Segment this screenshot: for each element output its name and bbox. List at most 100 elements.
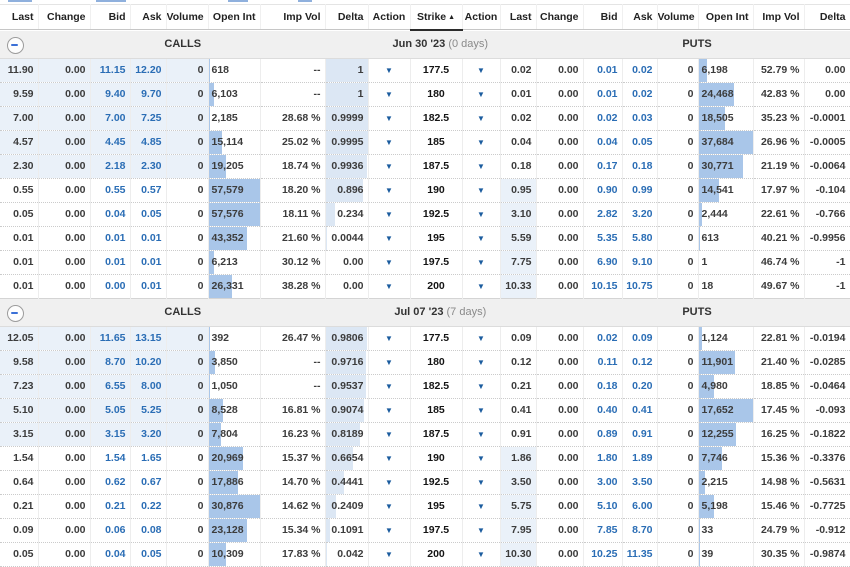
call-ask-cell[interactable]: 0.05 [130,202,166,226]
column-header-bid[interactable]: Bid [90,5,130,30]
put-ask-cell[interactable]: 0.99 [622,178,657,202]
action-dropdown-icon[interactable]: ▼ [385,162,393,171]
column-header-mid-strike[interactable]: Strike▲ [410,5,462,30]
call-action-cell[interactable]: ▼ [368,226,410,250]
action-dropdown-icon[interactable]: ▼ [477,90,485,99]
action-dropdown-icon[interactable]: ▼ [385,138,393,147]
call-bid-cell[interactable]: 0.01 [90,226,130,250]
action-dropdown-icon[interactable]: ▼ [477,526,485,535]
put-action-cell[interactable]: ▼ [462,202,500,226]
action-dropdown-icon[interactable]: ▼ [385,334,393,343]
call-bid-cell[interactable]: 8.70 [90,350,130,374]
action-dropdown-icon[interactable]: ▼ [477,382,485,391]
call-action-cell[interactable]: ▼ [368,58,410,82]
put-bid-cell[interactable]: 0.17 [583,154,622,178]
put-bid-cell[interactable]: 0.11 [583,350,622,374]
put-bid-cell[interactable]: 1.80 [583,446,622,470]
collapse-section-button[interactable] [7,305,24,322]
call-ask-cell[interactable]: 9.70 [130,82,166,106]
column-header-put-bid[interactable]: Bid [583,5,622,30]
call-action-cell[interactable]: ▼ [368,542,410,566]
put-action-cell[interactable]: ▼ [462,326,500,350]
action-dropdown-icon[interactable]: ▼ [385,210,393,219]
put-ask-cell[interactable]: 3.20 [622,202,657,226]
put-ask-cell[interactable]: 0.02 [622,82,657,106]
call-action-cell[interactable]: ▼ [368,154,410,178]
action-dropdown-icon[interactable]: ▼ [385,526,393,535]
action-dropdown-icon[interactable]: ▼ [477,358,485,367]
call-ask-cell[interactable]: 0.08 [130,518,166,542]
action-dropdown-icon[interactable]: ▼ [477,258,485,267]
call-bid-cell[interactable]: 0.62 [90,470,130,494]
put-ask-cell[interactable]: 9.10 [622,250,657,274]
put-action-cell[interactable]: ▼ [462,422,500,446]
action-dropdown-icon[interactable]: ▼ [385,234,393,243]
call-bid-cell[interactable]: 9.40 [90,82,130,106]
action-dropdown-icon[interactable]: ▼ [477,406,485,415]
put-action-cell[interactable]: ▼ [462,518,500,542]
action-dropdown-icon[interactable]: ▼ [477,114,485,123]
call-ask-cell[interactable]: 8.00 [130,374,166,398]
call-bid-cell[interactable]: 7.00 [90,106,130,130]
column-header-put-open-int[interactable]: Open Int [698,5,753,30]
put-ask-cell[interactable]: 0.09 [622,326,657,350]
call-ask-cell[interactable]: 7.25 [130,106,166,130]
call-bid-cell[interactable]: 0.04 [90,542,130,566]
call-bid-cell[interactable]: 2.18 [90,154,130,178]
put-action-cell[interactable]: ▼ [462,250,500,274]
call-action-cell[interactable]: ▼ [368,494,410,518]
action-dropdown-icon[interactable]: ▼ [385,550,393,559]
put-bid-cell[interactable]: 0.40 [583,398,622,422]
put-bid-cell[interactable]: 10.15 [583,274,622,298]
column-header-put-change[interactable]: Change [536,5,583,30]
call-ask-cell[interactable]: 0.67 [130,470,166,494]
call-action-cell[interactable]: ▼ [368,202,410,226]
action-dropdown-icon[interactable]: ▼ [477,334,485,343]
call-ask-cell[interactable]: 3.20 [130,422,166,446]
put-bid-cell[interactable]: 0.02 [583,326,622,350]
action-dropdown-icon[interactable]: ▼ [385,282,393,291]
column-header-open-int[interactable]: Open Int [208,5,260,30]
put-ask-cell[interactable]: 11.35 [622,542,657,566]
action-dropdown-icon[interactable]: ▼ [385,406,393,415]
put-bid-cell[interactable]: 0.01 [583,82,622,106]
action-dropdown-icon[interactable]: ▼ [477,138,485,147]
put-bid-cell[interactable]: 2.82 [583,202,622,226]
put-bid-cell[interactable]: 0.02 [583,106,622,130]
action-dropdown-icon[interactable]: ▼ [477,430,485,439]
put-ask-cell[interactable]: 0.02 [622,58,657,82]
put-action-cell[interactable]: ▼ [462,374,500,398]
put-action-cell[interactable]: ▼ [462,274,500,298]
put-ask-cell[interactable]: 10.75 [622,274,657,298]
call-ask-cell[interactable]: 4.85 [130,130,166,154]
call-action-cell[interactable]: ▼ [368,470,410,494]
put-action-cell[interactable]: ▼ [462,494,500,518]
column-header-volume[interactable]: Volume [166,5,208,30]
call-bid-cell[interactable]: 11.15 [90,58,130,82]
put-action-cell[interactable]: ▼ [462,58,500,82]
put-action-cell[interactable]: ▼ [462,470,500,494]
action-dropdown-icon[interactable]: ▼ [477,210,485,219]
put-bid-cell[interactable]: 0.01 [583,58,622,82]
action-dropdown-icon[interactable]: ▼ [477,162,485,171]
put-ask-cell[interactable]: 8.70 [622,518,657,542]
call-bid-cell[interactable]: 0.06 [90,518,130,542]
put-action-cell[interactable]: ▼ [462,542,500,566]
column-header-ask[interactable]: Ask [130,5,166,30]
call-action-cell[interactable]: ▼ [368,326,410,350]
put-ask-cell[interactable]: 0.12 [622,350,657,374]
put-ask-cell[interactable]: 0.05 [622,130,657,154]
call-bid-cell[interactable]: 4.45 [90,130,130,154]
column-header-put-ask[interactable]: Ask [622,5,657,30]
call-bid-cell[interactable]: 0.21 [90,494,130,518]
action-dropdown-icon[interactable]: ▼ [477,454,485,463]
put-bid-cell[interactable]: 0.04 [583,130,622,154]
action-dropdown-icon[interactable]: ▼ [385,430,393,439]
call-action-cell[interactable]: ▼ [368,446,410,470]
put-action-cell[interactable]: ▼ [462,82,500,106]
call-bid-cell[interactable]: 0.01 [90,250,130,274]
put-bid-cell[interactable]: 3.00 [583,470,622,494]
put-action-cell[interactable]: ▼ [462,398,500,422]
call-action-cell[interactable]: ▼ [368,130,410,154]
call-action-cell[interactable]: ▼ [368,178,410,202]
